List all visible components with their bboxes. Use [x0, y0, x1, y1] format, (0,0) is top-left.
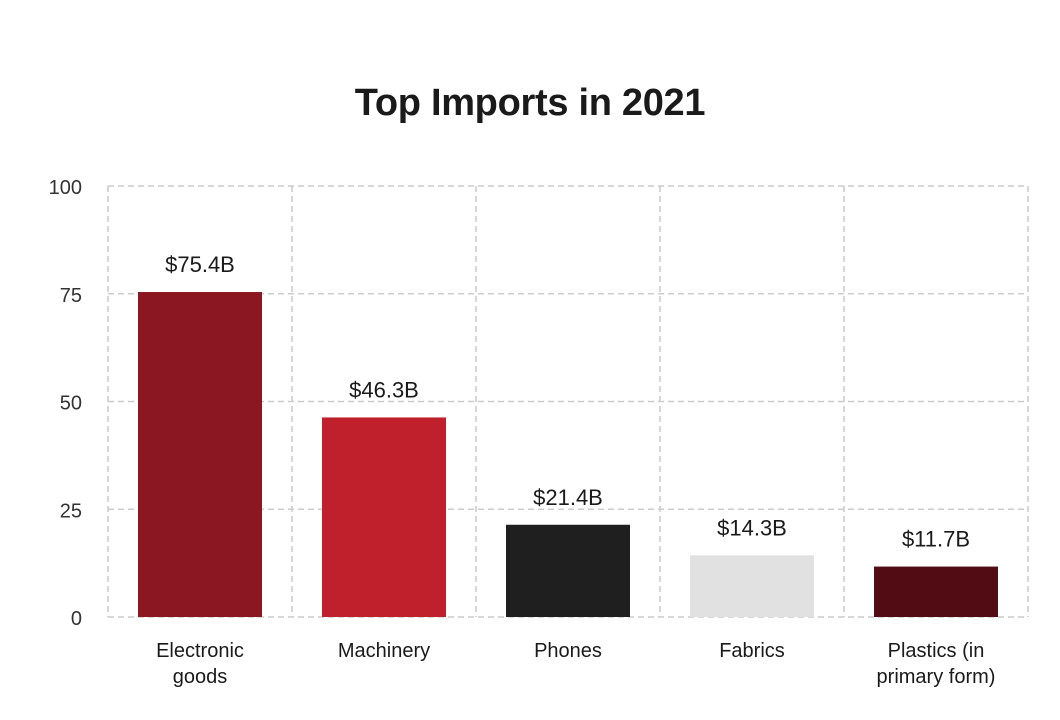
data-label: $75.4B — [165, 252, 235, 277]
bar — [322, 417, 446, 617]
y-tick-label: 50 — [60, 393, 82, 415]
chart-title: Top Imports in 2021 — [354, 82, 706, 124]
data-label: $21.4B — [533, 485, 603, 510]
bar — [874, 566, 998, 617]
x-tick-label: goods — [173, 666, 228, 688]
bar — [506, 524, 630, 617]
y-tick-label: 25 — [60, 500, 82, 522]
y-tick-label: 75 — [60, 285, 82, 307]
data-label: $11.7B — [902, 527, 970, 552]
bar — [138, 292, 262, 617]
x-tick-label: Fabrics — [719, 640, 785, 662]
data-label: $14.3B — [717, 515, 787, 540]
x-tick-label: Phones — [534, 640, 602, 662]
data-label: $46.3B — [349, 377, 419, 402]
x-tick-label: Plastics (in — [888, 640, 985, 662]
y-tick-label: 100 — [49, 177, 82, 199]
x-tick-label: primary form) — [877, 666, 996, 688]
x-tick-label: Machinery — [338, 640, 430, 662]
y-tick-label: 0 — [71, 608, 82, 630]
x-tick-label: Electronic — [156, 640, 244, 662]
bar — [690, 555, 814, 617]
